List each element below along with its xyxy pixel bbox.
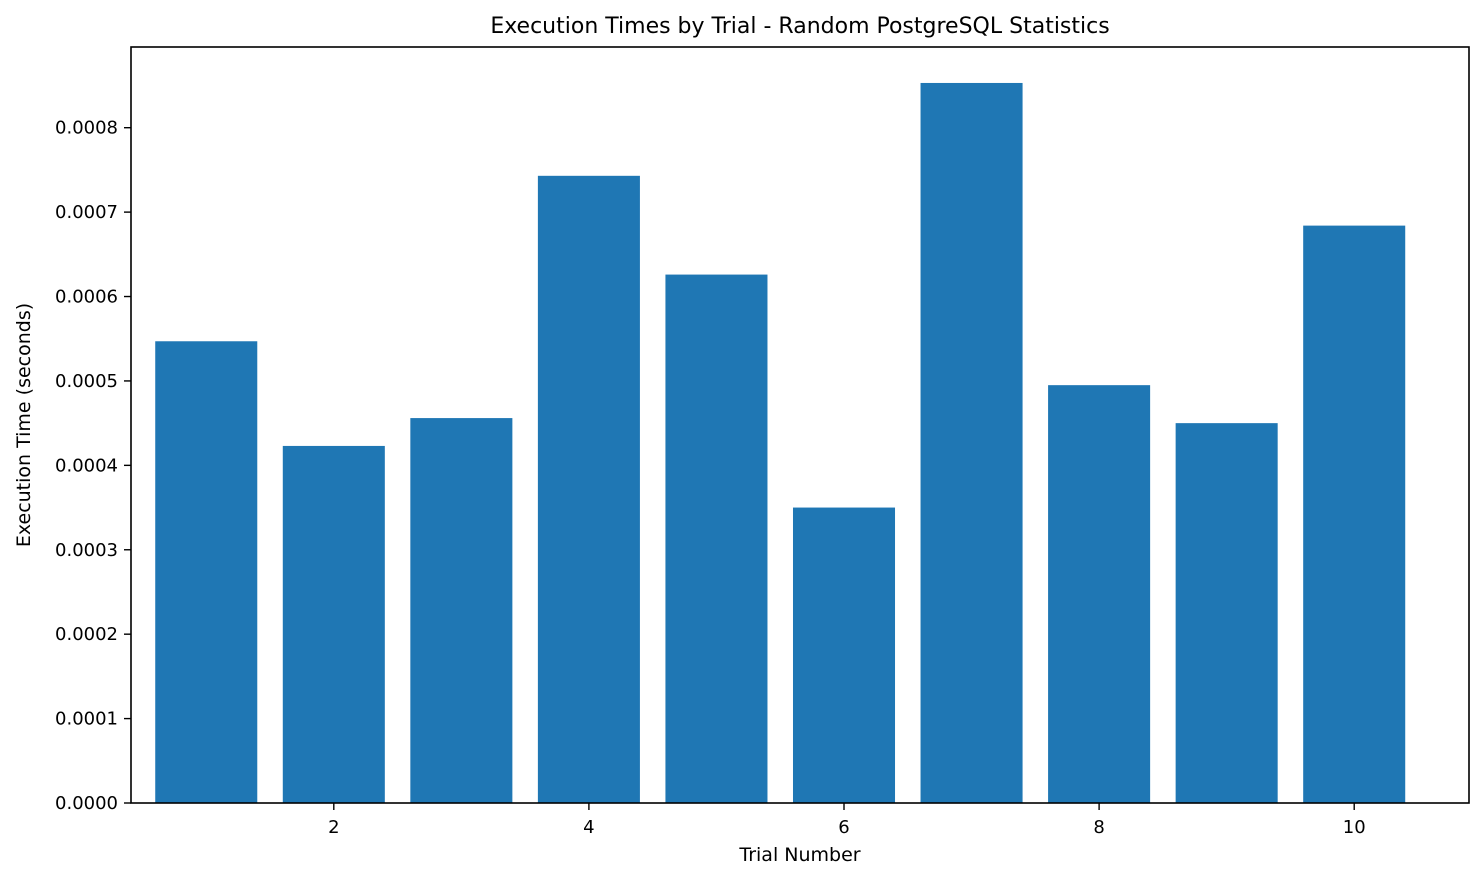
bar-trial-7 (920, 82, 1023, 804)
x-tick-label: 6 (838, 817, 849, 838)
y-axis-ticks: 0.0000 0.0001 0.0002 0.0003 0.0004 0.0005 0.00… (55, 118, 131, 814)
y-tick-label: 0.0007 (55, 202, 118, 223)
y-tick-label: 0.0005 (55, 371, 118, 392)
x-tick-label: 4 (583, 817, 594, 838)
bar-trial-2 (282, 445, 385, 803)
bars-layer (155, 82, 1406, 804)
bar-trial-3 (410, 418, 513, 803)
y-tick-label: 0.0008 (55, 118, 118, 139)
y-tick-label: 0.0000 (55, 793, 118, 814)
y-tick-label: 0.0002 (55, 624, 118, 645)
x-axis-label: Trial Number (738, 844, 860, 866)
bar-trial-1 (155, 341, 258, 803)
x-tick-label: 10 (1343, 817, 1366, 838)
x-tick-label: 8 (1093, 817, 1104, 838)
y-tick-label: 0.0004 (55, 455, 118, 476)
y-tick-label: 0.0001 (55, 709, 118, 730)
bar-trial-9 (1175, 423, 1278, 803)
bar-trial-10 (1303, 225, 1406, 803)
bar-trial-4 (537, 175, 640, 804)
y-tick-label: 0.0006 (55, 287, 118, 308)
bar-trial-5 (665, 274, 768, 803)
chart-title: Execution Times by Trial - Random Postgr… (490, 14, 1109, 39)
x-tick-label: 2 (328, 817, 339, 838)
plot-frame (130, 46, 1470, 804)
y-tick-label: 0.0003 (55, 540, 118, 561)
y-axis-label: Execution Time (seconds) (13, 303, 35, 547)
x-axis-ticks: 2 4 6 8 10 (328, 803, 1366, 838)
bar-trial-8 (1048, 385, 1151, 803)
bar-trial-6 (792, 507, 896, 803)
